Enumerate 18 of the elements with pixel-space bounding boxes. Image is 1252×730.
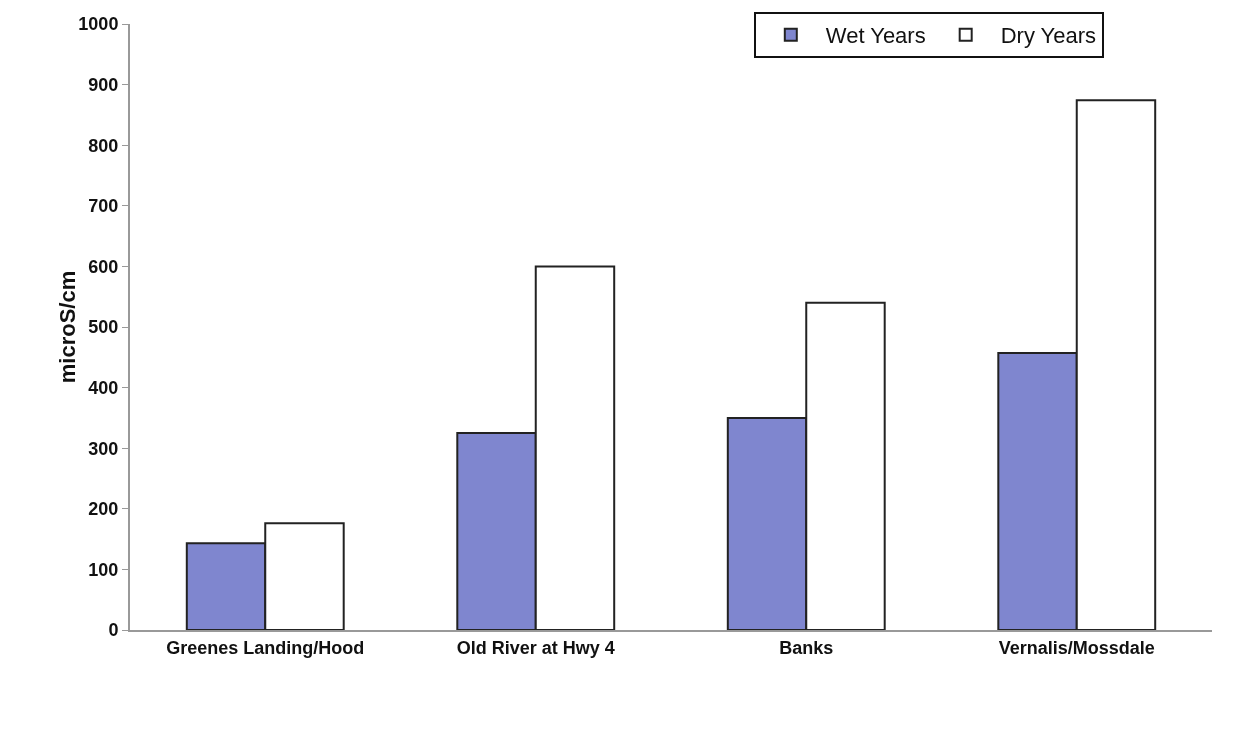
y-tick-label: 0 bbox=[108, 620, 119, 641]
x-tick-label: Old River at Hwy 4 bbox=[456, 637, 615, 658]
y-tick-label: 900 bbox=[88, 74, 119, 95]
y-tick-label: 700 bbox=[88, 196, 119, 217]
y-tick-label: 500 bbox=[88, 317, 119, 338]
legend-label: Dry Years bbox=[1000, 23, 1097, 49]
x-tick-label: Banks bbox=[779, 637, 834, 658]
x-tick-label: Greenes Landing/Hood bbox=[166, 637, 365, 658]
y-tick-label: 200 bbox=[88, 499, 119, 520]
x-tick-label: Vernalis/Mossdale bbox=[998, 637, 1155, 658]
legend-label: Wet Years bbox=[825, 23, 926, 49]
y-tick-label: 400 bbox=[88, 377, 119, 398]
y-tick-label: 1000 bbox=[78, 14, 119, 35]
y-tick-label: 300 bbox=[88, 438, 119, 459]
y-tick-label: 100 bbox=[88, 559, 119, 580]
y-tick-label: 600 bbox=[88, 256, 119, 277]
y-tick-label: 800 bbox=[88, 135, 119, 156]
y-axis-title: microS/cm bbox=[55, 270, 80, 384]
